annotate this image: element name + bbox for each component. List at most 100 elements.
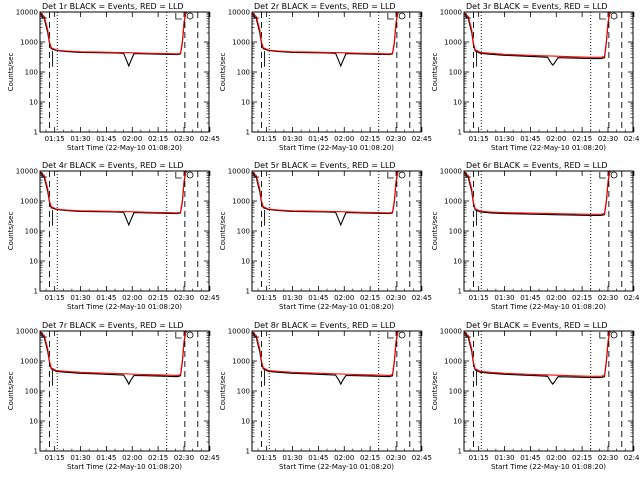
- x-tick-label: 02:30: [174, 294, 194, 302]
- x-tick-label: 01:45: [520, 294, 540, 302]
- x-tick-label: 01:15: [257, 135, 277, 143]
- end-marker: [599, 332, 606, 339]
- x-tick-label: 02:15: [360, 294, 380, 302]
- plot-frame: [39, 330, 210, 452]
- y-axis-label: Counts/sec: [431, 212, 439, 251]
- series-line-events: [252, 331, 421, 386]
- y-axis-label: Counts/sec: [431, 372, 439, 411]
- x-tick-label: 01:45: [96, 294, 116, 302]
- end-circle-marker: [186, 331, 194, 339]
- x-tick-label: 02:00: [122, 454, 142, 462]
- y-tick-label: 1000: [444, 39, 462, 47]
- y-tick-label: 100: [449, 388, 462, 396]
- y-axis-label: Counts/sec: [7, 372, 15, 411]
- x-tick-label: 02:45: [412, 135, 432, 143]
- x-tick-label: 02:45: [624, 294, 640, 302]
- end-marker: [387, 172, 394, 179]
- x-tick-label: 01:30: [282, 294, 302, 302]
- series-line-events: [252, 12, 421, 68]
- y-tick-label: 1: [34, 288, 38, 296]
- panel-title: Det 1r BLACK = Events, RED = LLD: [42, 2, 184, 11]
- x-tick-label: 01:15: [469, 294, 489, 302]
- panel-det-4r: Det 4r BLACK = Events, RED = LLD 1 10 100 10…: [7, 161, 220, 311]
- start-marker: [465, 332, 471, 338]
- plot-frame: [251, 170, 422, 292]
- x-axis-label: Start Time (22-May-10 01:08:20): [491, 303, 606, 311]
- end-circle-marker: [186, 12, 194, 20]
- plot-frame: [251, 330, 422, 452]
- x-tick-label: 02:00: [334, 294, 354, 302]
- series-line-lld: [464, 331, 633, 377]
- y-tick-label: 10000: [440, 168, 462, 176]
- y-tick-label: 100: [449, 69, 462, 77]
- y-axis-label: Counts/sec: [219, 212, 227, 251]
- x-tick-label: 01:30: [282, 454, 302, 462]
- y-axis-label: Counts/sec: [7, 53, 15, 92]
- x-tick-label: 01:30: [70, 294, 90, 302]
- series-line-events: [40, 331, 209, 386]
- y-tick-label: 1000: [20, 358, 38, 366]
- x-tick-label: 01:45: [96, 454, 116, 462]
- series-line-lld: [40, 12, 209, 55]
- y-tick-label: 1000: [444, 358, 462, 366]
- x-axis-label: Start Time (22-May-10 01:08:20): [491, 144, 606, 152]
- series-line-lld: [252, 171, 421, 214]
- panel-det-7r: Det 7r BLACK = Events, RED = LLD 1 10 100 10…: [7, 321, 220, 471]
- end-marker: [387, 13, 394, 20]
- x-tick-label: 01:15: [45, 294, 65, 302]
- y-tick-label: 10: [453, 99, 462, 107]
- start-marker: [253, 172, 259, 178]
- y-tick-label: 1: [34, 448, 38, 456]
- end-marker: [175, 332, 182, 339]
- panel-title: Det 7r BLACK = Events, RED = LLD: [42, 321, 184, 330]
- series-line-lld: [464, 12, 633, 58]
- y-tick-label: 1: [34, 129, 38, 137]
- x-tick-label: 02:00: [122, 294, 142, 302]
- x-tick-label: 02:30: [386, 294, 406, 302]
- y-tick-label: 1: [458, 448, 462, 456]
- x-tick-label: 02:00: [546, 294, 566, 302]
- y-tick-label: 1000: [20, 39, 38, 47]
- x-tick-label: 02:15: [148, 454, 168, 462]
- end-marker: [175, 13, 182, 20]
- y-tick-label: 10: [453, 418, 462, 426]
- end-circle-marker: [610, 171, 618, 179]
- y-tick-label: 1: [246, 288, 250, 296]
- y-tick-label: 10000: [228, 168, 250, 176]
- x-axis-label: Start Time (22-May-10 01:08:20): [491, 463, 606, 471]
- series-line-lld: [464, 171, 633, 215]
- y-tick-label: 100: [25, 228, 38, 236]
- x-tick-label: 02:15: [572, 135, 592, 143]
- x-tick-label: 01:30: [494, 454, 514, 462]
- x-tick-label: 02:45: [412, 294, 432, 302]
- x-tick-label: 02:30: [386, 454, 406, 462]
- x-axis-label: Start Time (22-May-10 01:08:20): [279, 144, 394, 152]
- end-circle-marker: [398, 331, 406, 339]
- y-tick-label: 10000: [440, 9, 462, 17]
- plot-frame: [251, 11, 422, 133]
- x-tick-label: 02:45: [200, 135, 220, 143]
- y-tick-label: 10: [241, 258, 250, 266]
- start-marker: [253, 13, 259, 19]
- series-line-events: [40, 171, 209, 227]
- x-tick-label: 02:30: [174, 135, 194, 143]
- y-tick-label: 100: [237, 228, 250, 236]
- x-tick-label: 02:30: [386, 135, 406, 143]
- series-line-events: [464, 331, 633, 385]
- y-axis-label: Counts/sec: [7, 212, 15, 251]
- x-tick-label: 02:30: [174, 454, 194, 462]
- y-tick-label: 10000: [16, 328, 38, 336]
- panel-title: Det 8r BLACK = Events, RED = LLD: [254, 321, 396, 330]
- series-line-events: [464, 12, 633, 66]
- end-marker: [387, 332, 394, 339]
- x-tick-label: 02:45: [200, 454, 220, 462]
- x-tick-label: 01:15: [469, 135, 489, 143]
- start-marker: [41, 13, 47, 19]
- plot-frame: [39, 11, 210, 133]
- y-tick-label: 1000: [444, 198, 462, 206]
- y-tick-label: 1000: [232, 358, 250, 366]
- y-tick-label: 1: [458, 288, 462, 296]
- x-axis-label: Start Time (22-May-10 01:08:20): [279, 303, 394, 311]
- y-tick-label: 10: [241, 99, 250, 107]
- panel-det-3r: Det 3r BLACK = Events, RED = LLD 1 10 100 10…: [431, 2, 640, 152]
